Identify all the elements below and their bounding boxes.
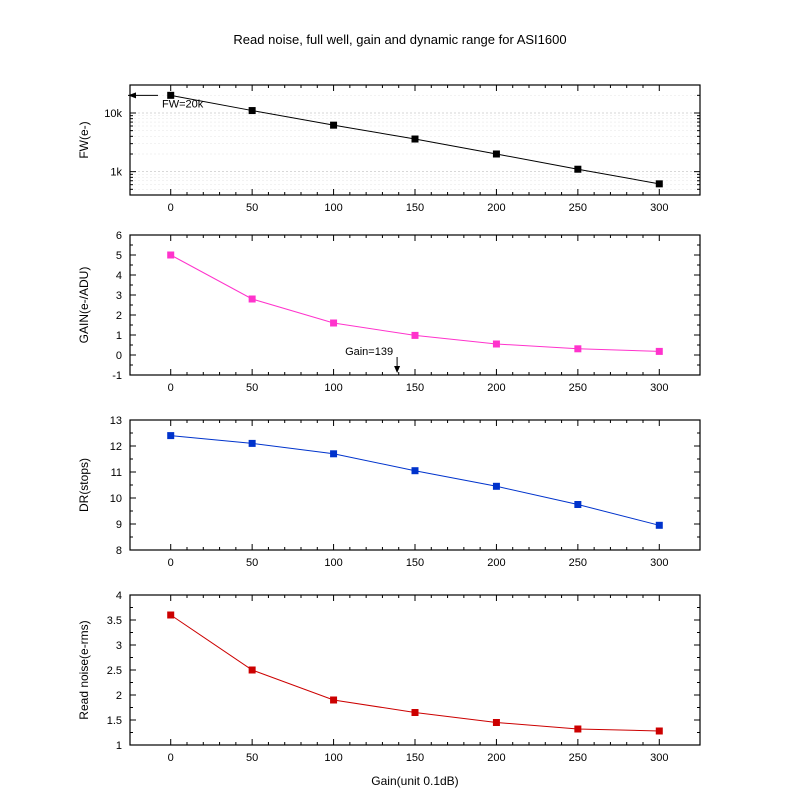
svg-text:10k: 10k xyxy=(104,108,122,120)
svg-text:DR(stops): DR(stops) xyxy=(77,458,91,512)
svg-text:100: 100 xyxy=(324,752,342,764)
svg-text:FW(e-): FW(e-) xyxy=(77,121,91,158)
svg-text:6: 6 xyxy=(116,230,122,242)
svg-text:300: 300 xyxy=(650,557,668,569)
svg-text:250: 250 xyxy=(569,557,587,569)
svg-text:0: 0 xyxy=(116,350,122,362)
chart-svg: 1k10k050100150200250300FW(e-)FW=20k-1012… xyxy=(0,0,800,800)
svg-text:150: 150 xyxy=(406,202,424,214)
svg-text:1: 1 xyxy=(116,740,122,752)
svg-text:0: 0 xyxy=(168,202,174,214)
svg-text:0: 0 xyxy=(168,382,174,394)
svg-text:300: 300 xyxy=(650,382,668,394)
svg-text:3.5: 3.5 xyxy=(107,615,122,627)
svg-text:250: 250 xyxy=(569,752,587,764)
svg-text:100: 100 xyxy=(324,557,342,569)
svg-text:4: 4 xyxy=(116,590,122,602)
svg-text:Gain=139: Gain=139 xyxy=(345,346,393,358)
svg-text:150: 150 xyxy=(406,382,424,394)
svg-text:300: 300 xyxy=(650,752,668,764)
svg-text:1: 1 xyxy=(116,330,122,342)
svg-text:200: 200 xyxy=(487,557,505,569)
svg-text:200: 200 xyxy=(487,382,505,394)
svg-text:200: 200 xyxy=(487,752,505,764)
svg-text:10: 10 xyxy=(110,493,122,505)
svg-text:GAIN(e-/ADU): GAIN(e-/ADU) xyxy=(77,267,91,344)
svg-text:1k: 1k xyxy=(110,167,122,179)
svg-text:150: 150 xyxy=(406,752,424,764)
svg-text:250: 250 xyxy=(569,202,587,214)
svg-text:100: 100 xyxy=(324,382,342,394)
svg-text:50: 50 xyxy=(246,202,258,214)
svg-text:-1: -1 xyxy=(112,370,122,382)
svg-text:8: 8 xyxy=(116,545,122,557)
svg-text:3: 3 xyxy=(116,640,122,652)
svg-text:2: 2 xyxy=(116,310,122,322)
svg-text:0: 0 xyxy=(168,557,174,569)
svg-text:300: 300 xyxy=(650,202,668,214)
svg-text:0: 0 xyxy=(168,752,174,764)
svg-text:150: 150 xyxy=(406,557,424,569)
svg-text:5: 5 xyxy=(116,250,122,262)
svg-text:100: 100 xyxy=(324,202,342,214)
svg-text:FW=20k: FW=20k xyxy=(162,98,204,110)
svg-text:200: 200 xyxy=(487,202,505,214)
svg-text:2.5: 2.5 xyxy=(107,665,122,677)
svg-text:12: 12 xyxy=(110,441,122,453)
svg-text:3: 3 xyxy=(116,290,122,302)
svg-text:50: 50 xyxy=(246,752,258,764)
svg-text:250: 250 xyxy=(569,382,587,394)
svg-text:50: 50 xyxy=(246,557,258,569)
svg-text:11: 11 xyxy=(111,467,122,479)
svg-text:13: 13 xyxy=(110,415,122,427)
svg-text:Read noise(e-rms): Read noise(e-rms) xyxy=(77,620,91,719)
svg-text:1.5: 1.5 xyxy=(107,715,122,727)
svg-text:4: 4 xyxy=(116,270,122,282)
svg-text:2: 2 xyxy=(116,690,122,702)
svg-text:Gain(unit 0.1dB): Gain(unit 0.1dB) xyxy=(371,774,458,788)
svg-text:9: 9 xyxy=(116,519,122,531)
svg-text:50: 50 xyxy=(246,382,258,394)
